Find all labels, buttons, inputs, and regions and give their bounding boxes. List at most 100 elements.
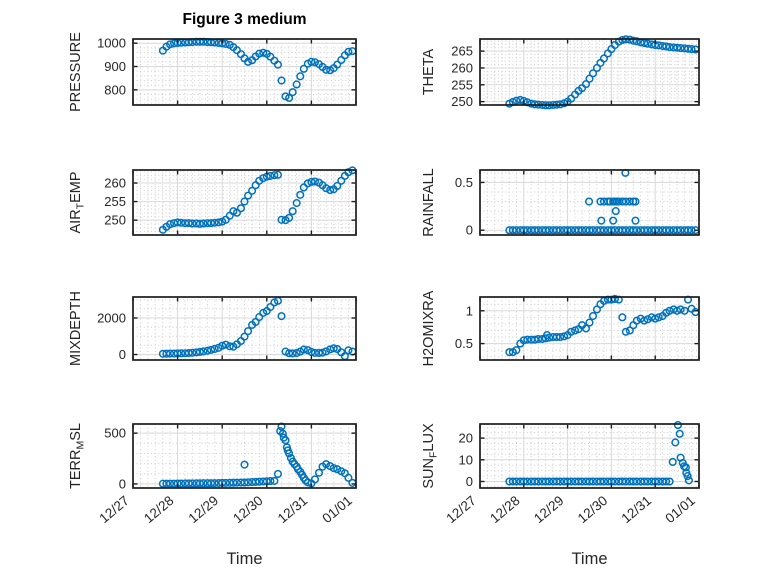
- data-point: [199, 347, 208, 356]
- data-point: [512, 96, 521, 105]
- data-point: [218, 341, 227, 350]
- y-axis-label: TERRMSL: [68, 423, 87, 489]
- data-point: [184, 349, 193, 358]
- data-point: [654, 477, 663, 486]
- data-point: [329, 344, 338, 353]
- data-point: [629, 226, 638, 235]
- data-point: [567, 226, 576, 235]
- data-point: [240, 460, 249, 469]
- x-tick-label: 12/27: [443, 493, 479, 526]
- data-point: [297, 470, 307, 479]
- data-point: [344, 168, 353, 177]
- data-point: [244, 191, 253, 200]
- data-point: [210, 218, 219, 227]
- axes-frame: [132, 296, 357, 361]
- data-point: [542, 331, 552, 340]
- data-point: [266, 477, 275, 486]
- y-tick-label: 500: [104, 426, 126, 441]
- data-point: [314, 468, 324, 477]
- data-point: [662, 42, 671, 51]
- data-point: [681, 463, 690, 472]
- data-point: [348, 47, 357, 56]
- data-point: [248, 186, 257, 195]
- data-point: [621, 197, 630, 206]
- data-point: [668, 457, 677, 467]
- data-point: [597, 216, 606, 225]
- data-point: [303, 478, 312, 487]
- x-tick-label: 12/31: [619, 493, 655, 526]
- data-point: [165, 349, 175, 358]
- data-point: [632, 226, 641, 235]
- data-point: [184, 479, 193, 488]
- data-point: [255, 477, 264, 486]
- data-point: [348, 478, 357, 487]
- data-point: [552, 477, 561, 486]
- y-tick-label: 0: [466, 223, 473, 238]
- data-point: [162, 479, 171, 488]
- data-series-mixdepth: [158, 296, 357, 361]
- data-point: [643, 39, 652, 48]
- data-point: [629, 36, 638, 45]
- tick-marks: [479, 170, 700, 235]
- data-point: [676, 305, 685, 314]
- data-point: [221, 478, 230, 487]
- data-point: [322, 460, 331, 469]
- y-axis-label-part: RAINFALL: [421, 168, 437, 237]
- data-point: [283, 446, 292, 455]
- y-tick-label: 2000: [97, 311, 126, 326]
- data-point: [512, 477, 521, 486]
- y-tick-label: 250: [451, 94, 473, 109]
- data-point: [578, 226, 587, 235]
- y-tick-label: 800: [104, 82, 126, 97]
- data-point: [610, 477, 619, 486]
- data-point: [684, 476, 693, 485]
- data-point: [530, 226, 539, 235]
- x-tick-label: 12/27: [96, 493, 132, 526]
- data-series-pressure: [158, 37, 357, 103]
- data-point: [680, 306, 689, 315]
- data-point: [567, 327, 576, 336]
- axes-frame: [479, 423, 700, 489]
- data-point: [288, 88, 297, 97]
- y-axis-label-part: TERR: [68, 450, 84, 489]
- y-tick-label: 0: [466, 474, 473, 489]
- data-point: [273, 170, 283, 179]
- data-point: [301, 476, 310, 485]
- y-axis-label-subscript: T: [75, 202, 87, 209]
- data-point: [534, 226, 543, 235]
- y-axis-label-part: SL: [68, 423, 84, 441]
- data-point: [596, 477, 605, 486]
- major-grid: [480, 39, 699, 105]
- data-point: [188, 479, 197, 488]
- data-point: [530, 335, 539, 344]
- y-axis-label-part: PRESSURE: [68, 32, 84, 112]
- data-point: [273, 469, 283, 479]
- data-point: [210, 344, 219, 354]
- data-point: [596, 226, 605, 235]
- data-point: [207, 345, 216, 354]
- data-point: [588, 226, 598, 235]
- data-point: [581, 80, 591, 89]
- data-point: [329, 464, 338, 473]
- y-axis-label: AIRTEMP: [68, 171, 87, 233]
- data-point: [203, 346, 212, 355]
- data-point: [344, 47, 353, 56]
- figure-title: Figure 3 medium: [182, 11, 307, 28]
- data-point: [195, 219, 204, 228]
- y-axis-label-part: THETA: [421, 48, 437, 95]
- data-point: [322, 184, 331, 193]
- data-point: [545, 226, 554, 235]
- data-point: [523, 335, 532, 344]
- data-point: [596, 197, 605, 206]
- x-tick-label: 12/31: [275, 493, 311, 526]
- data-point: [214, 218, 223, 227]
- data-point: [665, 43, 674, 52]
- data-point: [675, 429, 684, 438]
- data-point: [251, 477, 260, 486]
- data-point: [344, 346, 353, 355]
- y-axis-label: MIXDEPTH: [68, 291, 84, 366]
- data-point: [574, 226, 583, 235]
- minor-grid: [480, 424, 699, 488]
- data-point: [673, 421, 683, 430]
- data-point: [188, 348, 197, 357]
